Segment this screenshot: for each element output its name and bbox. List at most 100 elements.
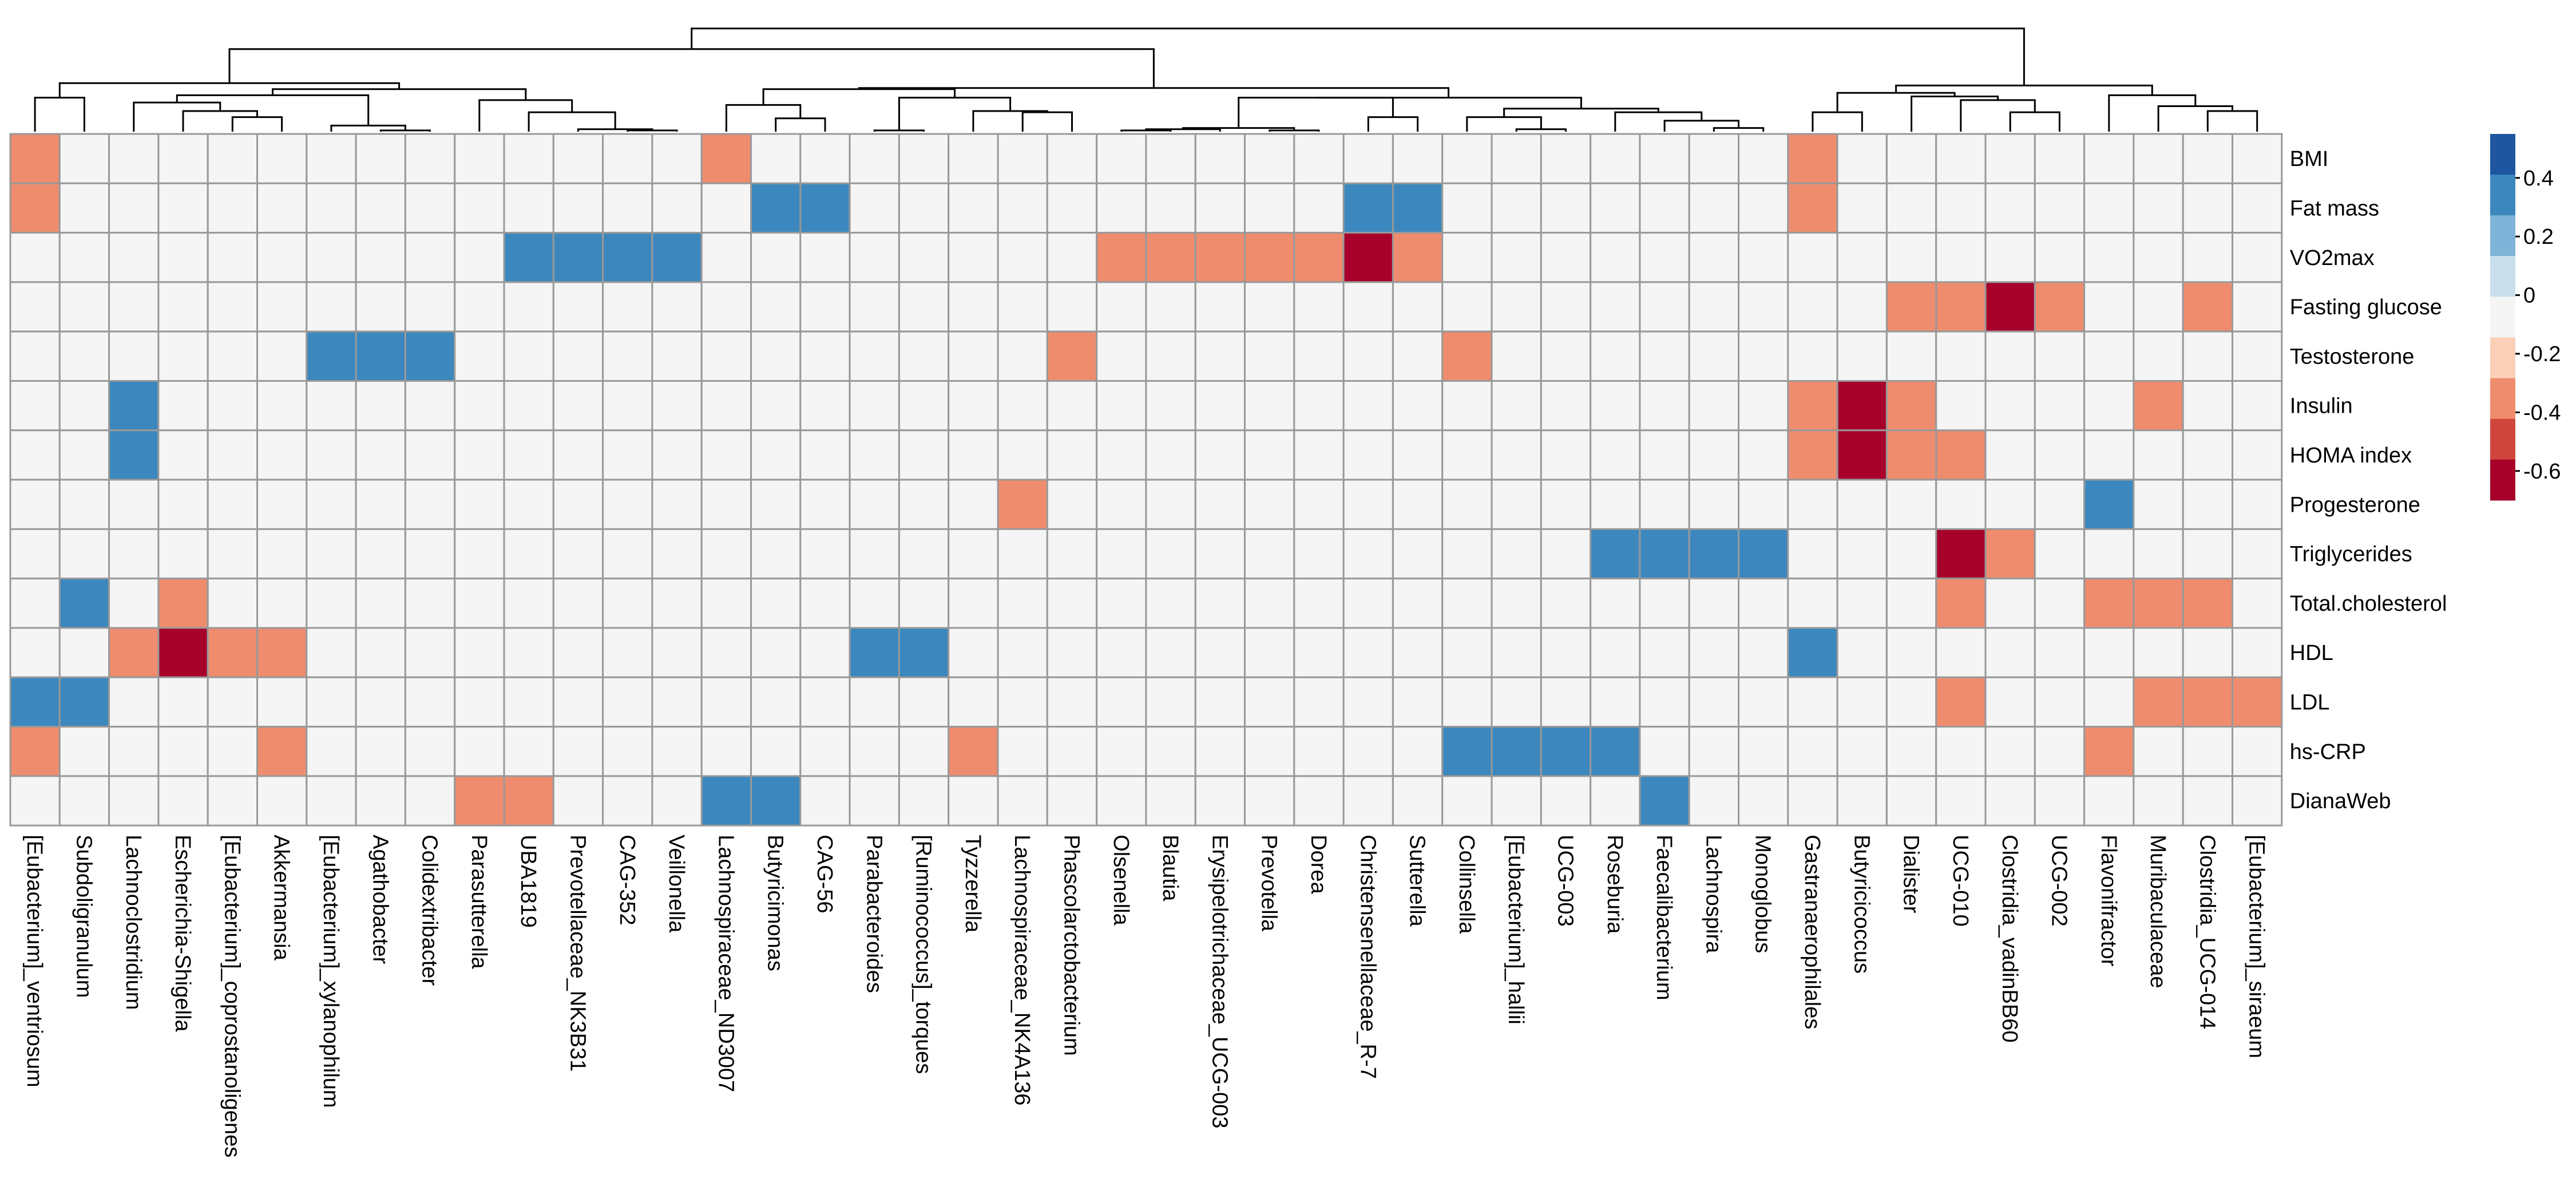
heatmap-cell [207,330,259,382]
heatmap-cell [948,281,999,333]
heatmap-cell [2232,479,2283,530]
heatmap-cell [700,380,752,432]
column-label: Parasutterella [467,835,491,969]
legend-tick-label: -0.6 [2523,460,2561,484]
heatmap-cell [1738,330,1789,382]
heatmap-cell [849,726,900,777]
heatmap-cell [503,627,554,678]
legend-color-step [2490,215,2515,256]
heatmap-cell [454,578,505,629]
heatmap-cell [108,676,160,728]
column-label: Muribaculaceae [2146,835,2170,988]
heatmap-cell [1491,578,1542,629]
heatmap-cell [849,627,900,678]
heatmap-cell [1540,281,1592,333]
column-label: Butyricicoccus [1849,835,1873,974]
heatmap-cell [9,133,61,184]
heatmap-cell [256,627,308,678]
column-label: Christensenellaceae_R-7 [1356,835,1380,1079]
legend-tick-label: -0.4 [2523,401,2561,425]
column-label: Subdoligranulum [72,835,96,998]
heatmap-cell [503,232,554,283]
heatmap-cell [2034,281,2086,333]
column-label: Faecalibacterium [1652,835,1676,1000]
heatmap-cell [207,676,259,728]
heatmap-cell [651,627,703,678]
heatmap-cell [2182,182,2233,234]
heatmap-cell [1491,380,1542,432]
heatmap-cell [898,627,950,678]
heatmap-cell [503,528,554,580]
column-label: Sutterella [1405,835,1429,927]
heatmap-cell [1293,182,1345,234]
legend-tick-label: 0.2 [2523,225,2554,249]
heatmap-cell [404,578,456,629]
heatmap-cell [1342,528,1394,580]
heatmap-cell [1096,429,1147,481]
heatmap-cell [1145,775,1196,827]
heatmap-cell [2083,775,2135,827]
heatmap-cell [454,429,505,481]
heatmap-cell [306,528,357,580]
heatmap-cell [9,528,61,580]
column-label: Lachnospiraceae_NK4A136 [1010,835,1034,1105]
heatmap-cell [1935,775,1987,827]
legend-color-step [2490,378,2515,420]
heatmap-cell [2182,775,2233,827]
column-label: UCG-003 [1553,835,1577,927]
heatmap-cell [9,479,61,530]
dendrogram-branch [379,129,431,132]
heatmap-cell [799,528,851,580]
heatmap-cell [2232,578,2283,629]
heatmap-cell [849,281,900,333]
heatmap-cell [700,627,752,678]
heatmap-cell [948,578,999,629]
heatmap-cell [157,330,209,382]
heatmap-cell [552,479,604,530]
heatmap-cell [1984,528,2036,580]
heatmap-cell [1491,429,1542,481]
heatmap-cell [1194,726,1246,777]
heatmap-cell [306,330,357,382]
heatmap-cell [1984,330,2036,382]
heatmap-cell [1293,627,1345,678]
dendrogram-branch [1315,97,1582,109]
heatmap-cell [1293,380,1345,432]
heatmap-cell [898,182,950,234]
heatmap-cell [2133,627,2184,678]
heatmap-cell [602,429,653,481]
heatmap-cell [552,380,604,432]
heatmap-cell [997,182,1048,234]
heatmap-cell [1540,528,1592,580]
heatmap-cell [1688,330,1739,382]
heatmap-cell [1392,133,1444,184]
heatmap-cell [108,627,160,678]
heatmap-cell [1046,479,1098,530]
heatmap-cell [898,133,950,184]
dendrogram-branch [627,129,678,132]
heatmap-cell [1096,133,1147,184]
heatmap-cell [2034,676,2086,728]
heatmap-cell [2083,232,2135,283]
heatmap-cell [997,479,1048,530]
heatmap-cell [355,182,406,234]
heatmap-cell [1096,578,1147,629]
heatmap-cell [799,775,851,827]
column-label: [Eubacterium]_coprostanoligenes [220,835,244,1157]
heatmap-cell [2083,380,2135,432]
heatmap-cell [2083,627,2135,678]
heatmap-cell [2133,676,2184,728]
heatmap-cell [1342,330,1394,382]
heatmap-cell [1688,627,1739,678]
heatmap-cell [1885,281,1937,333]
heatmap-cell [1145,676,1196,728]
heatmap-cell [1787,429,1838,481]
heatmap-cell [108,182,160,234]
heatmap-cell [651,330,703,382]
column-label: Tyzzerella [961,835,985,933]
heatmap-cell [1590,528,1641,580]
legend-color-step [2490,175,2515,216]
dendrogram-branch [1812,111,1863,132]
heatmap-cell [1984,775,2036,827]
heatmap-cell [1392,578,1444,629]
